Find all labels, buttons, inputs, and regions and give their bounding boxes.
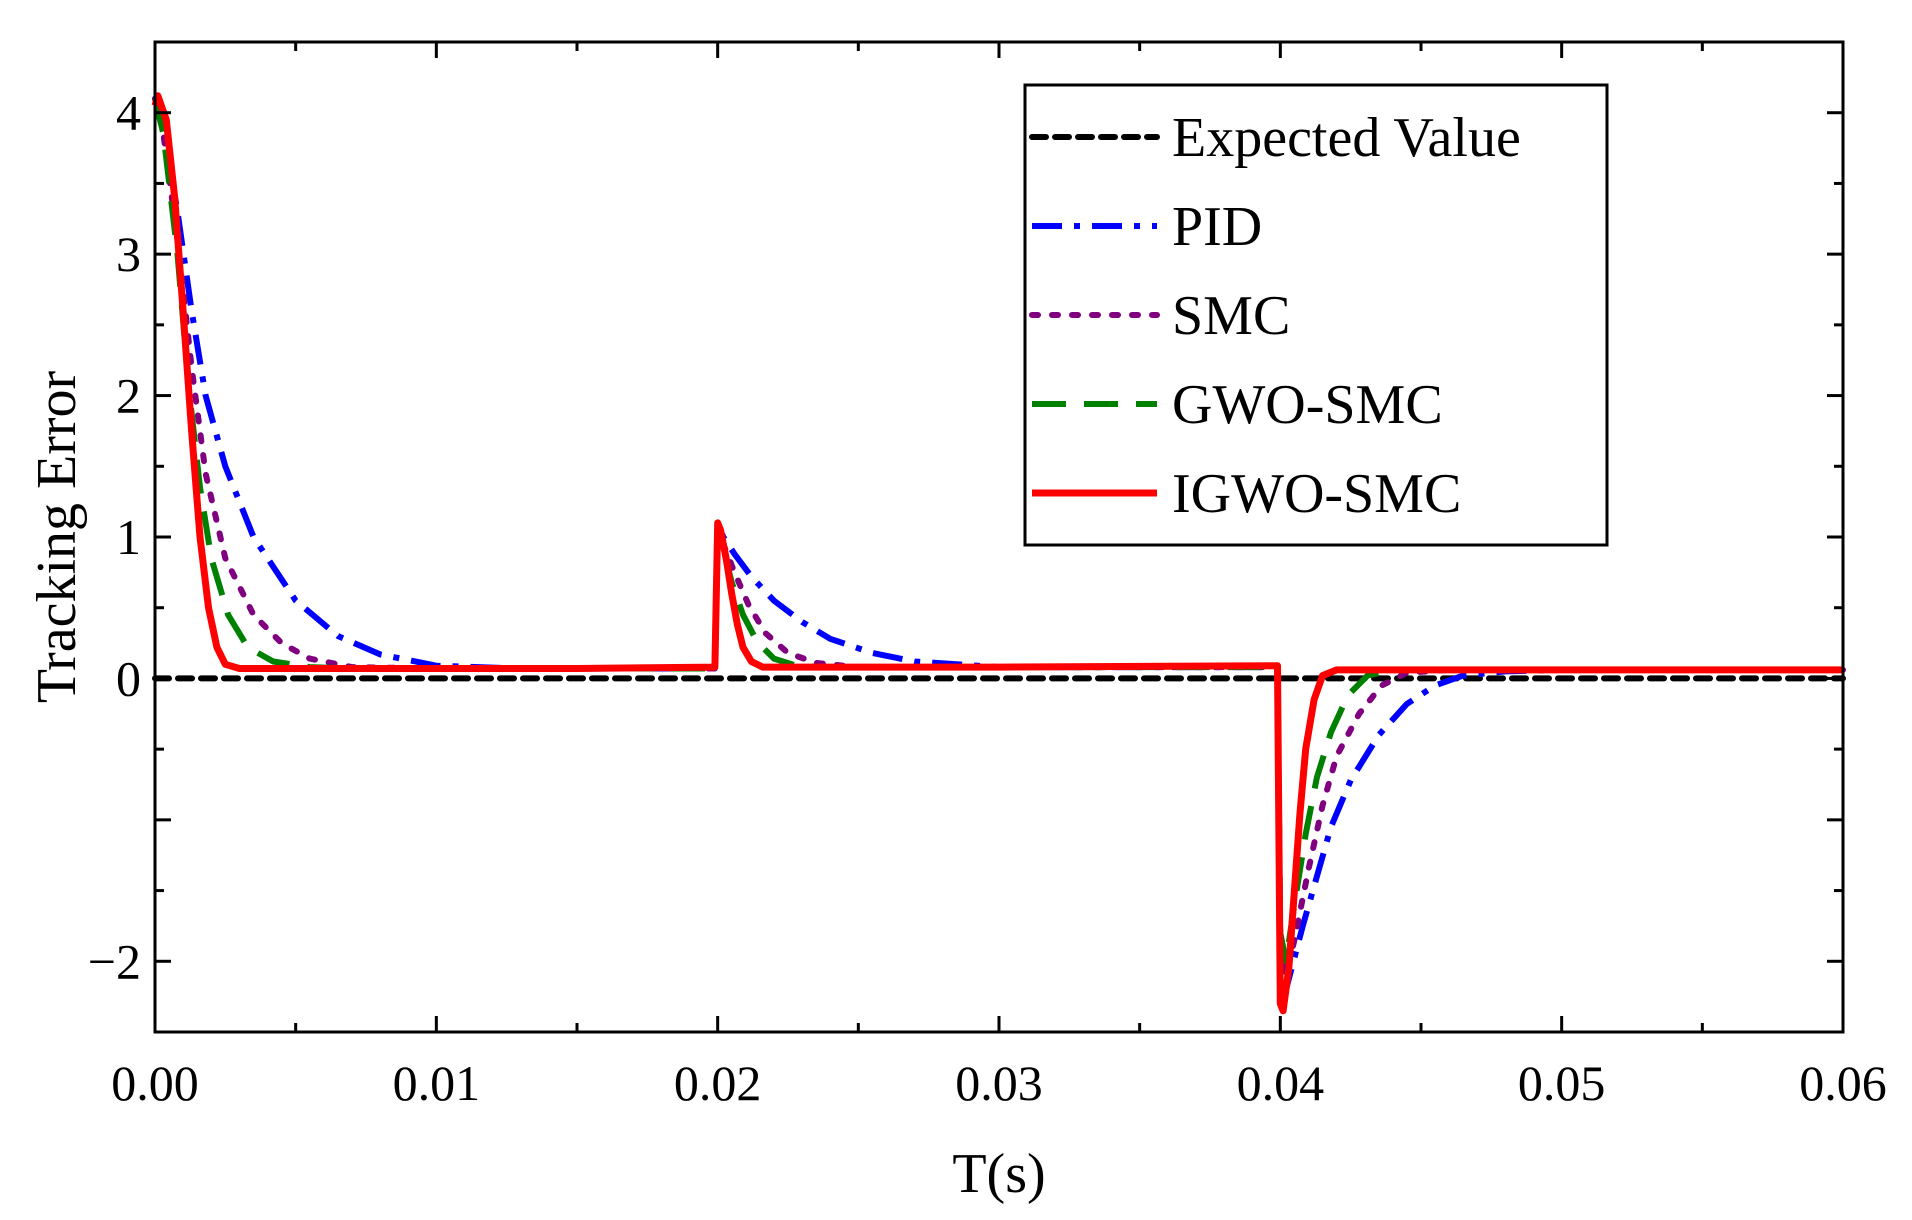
legend-box	[1023, 83, 1609, 547]
y-axis-label: Tracking Error	[26, 370, 88, 703]
legend: Expected Value PID SMC GWO-SMC IGWO-SMC	[1023, 83, 1609, 547]
series-line-gwo-smc	[152, 97, 1843, 965]
x-tick-label: 0.01	[393, 1055, 481, 1111]
x-tick-label: 0.04	[1237, 1055, 1325, 1111]
y-tick-label: 0	[116, 650, 141, 706]
y-tick-label: −2	[88, 933, 141, 989]
plot-frame	[153, 40, 1845, 1034]
x-tick-label: 0.03	[955, 1055, 1043, 1111]
series-line-igwo-smc	[151, 92, 1843, 1015]
legend-label-smc: SMC	[1172, 285, 1290, 347]
series-line-smc	[152, 95, 1846, 979]
x-tick-label: 0.02	[674, 1055, 762, 1111]
y-tick-label: 4	[116, 85, 141, 141]
series-line-pid	[152, 97, 1843, 993]
series-layer	[151, 92, 1846, 1015]
legend-label-gwo-smc: GWO-SMC	[1172, 374, 1443, 436]
legend-label-igwo-smc: IGWO-SMC	[1172, 463, 1461, 525]
y-tick-label: 3	[116, 226, 141, 282]
x-tick-label: 0.00	[111, 1055, 199, 1111]
legend-label-pid: PID	[1172, 196, 1262, 258]
x-tick-label: 0.06	[1799, 1055, 1887, 1111]
ticks-layer: 0.00 0.01 0.02 0.03 0.04 0.05 0.06 −2 0 1 2 3 4	[88, 42, 1887, 1111]
y-tick-label: 1	[116, 509, 141, 565]
y-tick-label: 2	[116, 368, 141, 424]
x-axis-label: T(s)	[952, 1143, 1045, 1205]
legend-label-expected-value: Expected Value	[1172, 107, 1521, 169]
x-tick-label: 0.05	[1518, 1055, 1606, 1111]
